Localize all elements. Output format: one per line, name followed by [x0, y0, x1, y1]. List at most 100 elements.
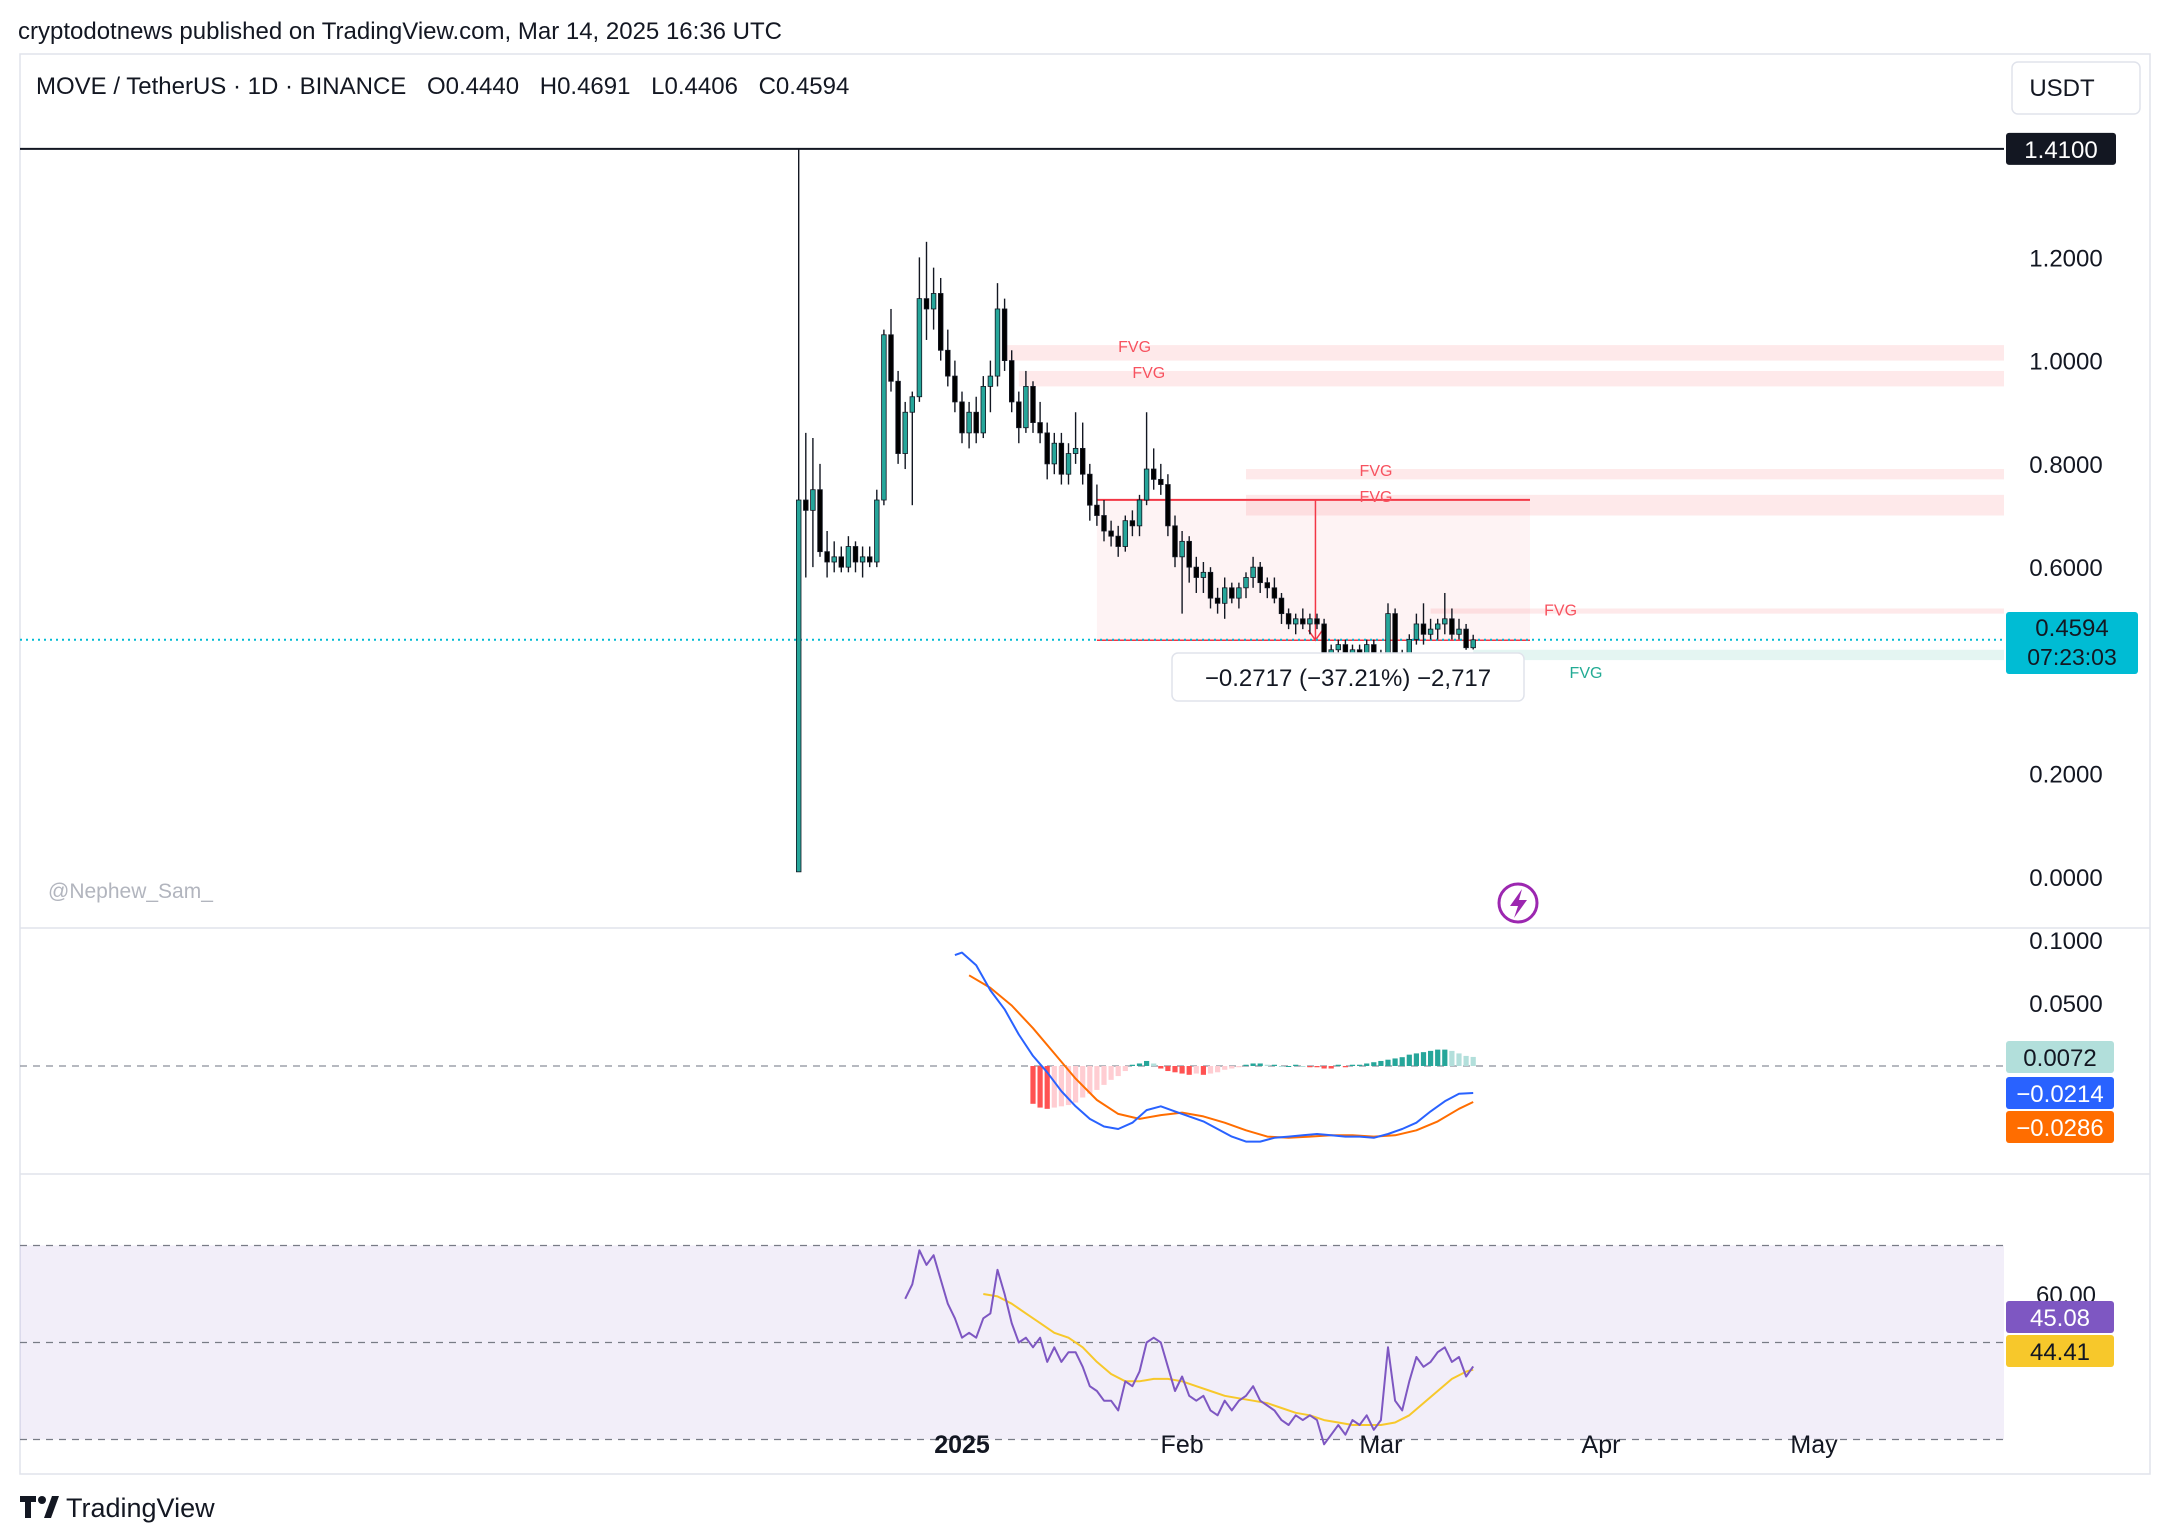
- candle-body: [867, 556, 873, 563]
- candle-up: [1179, 531, 1185, 614]
- candle-down: [867, 546, 873, 568]
- candle-up: [1072, 412, 1079, 464]
- candle-body: [874, 499, 880, 563]
- candle-body: [1200, 571, 1207, 578]
- rsi-ma-tag: 44.41: [2006, 1335, 2114, 1367]
- macd-hist-bar: [1328, 1066, 1334, 1069]
- macd-hist-bar: [1172, 1066, 1178, 1073]
- macd-hist-bar: [1243, 1064, 1249, 1066]
- candle-body: [1037, 422, 1043, 434]
- candle-down: [852, 541, 859, 573]
- candle-body: [1207, 571, 1214, 599]
- macd-hist-bar: [1044, 1066, 1050, 1109]
- candle-body: [1413, 623, 1420, 640]
- macd-hist-bar: [1129, 1064, 1135, 1066]
- countdown-tag-text: 07:23:03: [2027, 644, 2117, 670]
- fvg-band: [1018, 370, 2004, 387]
- macd-hist-bar: [1435, 1049, 1441, 1066]
- candle-up: [796, 148, 802, 873]
- candle-down: [938, 277, 944, 361]
- candle-up: [966, 401, 972, 449]
- macd-hist-bar: [1264, 1064, 1270, 1066]
- candle-down: [1314, 613, 1320, 630]
- candle-up: [1456, 618, 1462, 640]
- candle-down: [1229, 582, 1235, 604]
- time-tick-label: Mar: [1359, 1431, 1402, 1459]
- macd-hist-bar: [1222, 1066, 1228, 1070]
- macd-value-tag: −0.0214: [2006, 1077, 2114, 1109]
- candle-body: [1136, 499, 1143, 527]
- candle-down: [1264, 577, 1270, 599]
- macd-hist-bar: [1094, 1066, 1100, 1090]
- candle-body: [987, 375, 994, 387]
- macd-hist-bar: [1108, 1066, 1114, 1080]
- macd-hist-bar: [1314, 1066, 1320, 1068]
- macd-hist-bar: [1158, 1066, 1164, 1069]
- macd-hist-bar: [1357, 1064, 1363, 1066]
- rsi-line: [904, 1249, 1475, 1446]
- candle-up: [1413, 613, 1420, 645]
- macd-hist-bar: [1115, 1066, 1121, 1077]
- candle-body: [1143, 468, 1150, 501]
- plot-layer: FVG FVG FVG FVG FVG FVG −0.2717 (−37.21%) −2,7…: [20, 132, 2138, 1459]
- candle-body: [1229, 587, 1235, 599]
- macd-hist-tag-text: 0.0072: [2023, 1045, 2096, 1072]
- candle-body: [817, 489, 823, 553]
- candle-body: [1065, 453, 1072, 475]
- measure-label-text: −0.2717 (−37.21%) −2,717: [1205, 665, 1491, 692]
- fvg-label: FVG: [1132, 365, 1165, 382]
- candle-body: [1278, 597, 1285, 615]
- macd-hist-bar: [1087, 1066, 1093, 1094]
- chart-frame: [19, 53, 2151, 1475]
- candle-up: [902, 401, 908, 470]
- candle-down: [952, 360, 958, 413]
- candle-body: [980, 386, 986, 434]
- candle-body: [1250, 566, 1256, 578]
- macd-hist-bar: [1037, 1066, 1043, 1108]
- candle-body: [1122, 520, 1128, 547]
- macd-tick-label: 0.1000: [2029, 928, 2102, 955]
- macd-signal-tag-text: −0.0286: [2016, 1115, 2103, 1142]
- candle-body: [1307, 618, 1313, 625]
- candle-body: [916, 298, 923, 398]
- macd-tick-label: 0.0500: [2029, 991, 2102, 1018]
- candle-body: [1293, 618, 1299, 625]
- macd-hist-tag-box: [2006, 1041, 2114, 1073]
- candle-down: [1087, 463, 1093, 521]
- macd-hist-bar: [1122, 1066, 1128, 1072]
- candle-down: [1115, 525, 1121, 557]
- candle-down: [838, 546, 844, 573]
- candle-body: [945, 349, 951, 377]
- candle-up: [1293, 613, 1299, 635]
- candle-body: [1420, 623, 1427, 635]
- candle-body: [1193, 566, 1199, 578]
- candle-body: [1023, 386, 1029, 429]
- candle-body: [1179, 540, 1185, 558]
- candle-down: [923, 241, 930, 340]
- candle-body: [1108, 530, 1114, 537]
- candle-up: [980, 376, 986, 439]
- candle-up: [1023, 370, 1029, 433]
- macd-hist-bar: [1470, 1056, 1476, 1066]
- macd-signal-line: [968, 974, 1474, 1139]
- candle-up: [1250, 556, 1256, 588]
- candle-down: [1009, 350, 1015, 413]
- lightning-icon[interactable]: [1497, 882, 1539, 924]
- candle-body: [1009, 360, 1015, 403]
- candle-body: [1321, 623, 1327, 656]
- candle-body: [1030, 386, 1036, 423]
- price-tick-label: 1.0000: [2029, 349, 2102, 376]
- candle-down: [1271, 577, 1278, 604]
- ohlc-low: L0.4406: [651, 73, 738, 100]
- candle-body: [859, 556, 866, 563]
- currency-button[interactable]: [2011, 61, 2141, 115]
- time-tick-label: Feb: [1161, 1431, 1204, 1459]
- candle-down: [1037, 401, 1043, 444]
- candle-body: [1186, 540, 1192, 568]
- candle-down: [945, 329, 951, 387]
- macd-hist-bar: [1080, 1066, 1086, 1098]
- candle-down: [1257, 561, 1263, 593]
- candle-body: [1435, 623, 1441, 630]
